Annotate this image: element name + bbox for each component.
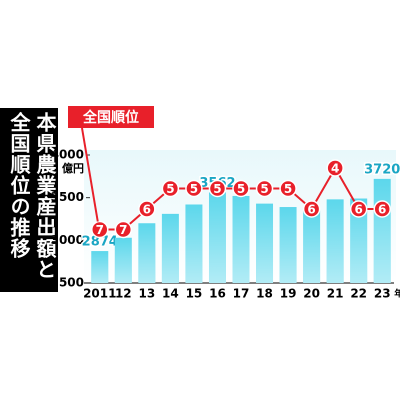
x-tick-label: 14 [162,287,179,301]
bar-shade [279,207,297,283]
y-tick-label: 3000 [51,233,84,247]
value-label: 3720 [364,162,400,177]
x-tick-label: 16 [209,287,226,301]
x-tick-label: 17 [233,287,250,301]
rank-label: 5 [260,182,268,196]
rank-marker [349,200,368,218]
chart-title: 本県農業産出額と 全国順位の推移 [2,112,58,290]
y-tick-label: 3500 [51,190,84,204]
bar-shade [373,178,391,283]
y-tick-label: 4000 [51,148,84,162]
legend-box [68,106,154,128]
bar-shade [350,198,368,283]
x-unit: 年 [394,288,400,300]
bar-shade [208,192,226,283]
bar-shade [91,251,109,283]
rank-label: 6 [143,203,151,217]
rank-marker [138,200,156,218]
title-band [0,108,58,292]
rank-marker [326,159,344,177]
x-tick-label: 21 [327,287,344,301]
bar-shade [161,213,179,283]
x-tick-label: 13 [138,287,155,301]
bar-shade [326,199,344,283]
rank-label: 5 [166,182,174,196]
y-tick-label: 2500 [51,276,84,290]
title-line: 本県農業産出額と [33,112,57,280]
rank-label: 6 [378,203,386,217]
rank-marker [302,200,321,218]
rank-label: 6 [307,203,315,217]
rank-series: 7 7 6 5 5 5 5 5 5 6 4 6 6 [91,159,391,239]
x-tick-label: 15 [186,287,203,301]
rank-label: 7 [96,223,104,237]
bar-shade [303,210,321,283]
y-unit: 億円 [62,161,84,175]
bar-shade [232,195,250,283]
bar-shade [138,223,156,283]
rank-marker [279,179,297,198]
bar-shade [256,203,274,283]
x-tick-label: 22 [350,287,367,301]
rank-marker [91,220,109,239]
rank-label: 5 [284,182,292,196]
legend-label: 全国順位 [82,109,139,126]
rank-label: 5 [213,182,221,196]
rank-marker [255,179,274,198]
bar-shade [114,237,132,283]
rank-marker [114,220,133,239]
rank-label: 5 [190,182,198,196]
rank-marker [185,179,203,198]
x-tick-label: 12 [115,287,132,301]
rank-marker [208,179,227,198]
rank-marker [232,179,250,198]
rank-marker [161,179,180,198]
x-tick-label: 20 [303,287,320,301]
rank-label: 5 [237,182,245,196]
rank-label: 4 [331,162,339,176]
x-tick-label: 23 [374,287,391,301]
title-line: 全国順位の推移 [7,112,31,259]
legend-pointer [81,127,99,222]
bar-shade [185,204,203,283]
value-label: 2874 [82,235,118,250]
x-tick-label: 19 [280,287,297,301]
rank-marker [373,200,391,218]
rank-label: 6 [355,203,363,217]
x-tick-label: 18 [256,287,273,301]
rank-label: 7 [119,223,127,237]
x-tick-label: 2011 [83,287,116,301]
